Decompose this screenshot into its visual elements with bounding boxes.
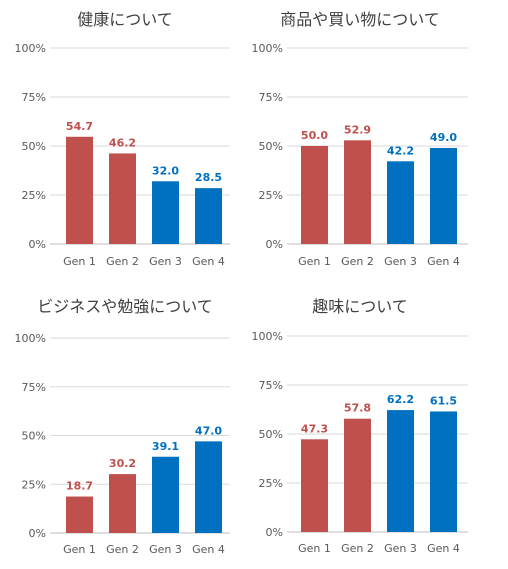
y-tick-label: 50%: [259, 428, 283, 441]
bar: [66, 136, 93, 244]
bar: [152, 456, 179, 533]
data-label: 61.5: [430, 394, 457, 407]
bar: [195, 188, 222, 244]
data-label: 47.3: [301, 422, 328, 435]
x-tick-label: Gen 3: [149, 543, 182, 556]
y-tick-label: 0%: [266, 238, 283, 251]
data-label: 28.5: [195, 171, 222, 184]
data-label: 30.2: [109, 457, 136, 470]
y-tick-label: 0%: [29, 527, 46, 540]
bar: [387, 161, 414, 244]
data-label: 47.0: [195, 424, 222, 437]
bar: [387, 410, 414, 532]
x-tick-label: Gen 4: [427, 542, 460, 555]
y-tick-label: 100%: [15, 332, 46, 345]
y-tick-label: 100%: [252, 42, 283, 55]
data-label: 32.0: [152, 164, 179, 177]
bar: [195, 441, 222, 533]
bar: [344, 140, 371, 244]
x-tick-label: Gen 3: [149, 255, 182, 268]
y-tick-label: 50%: [22, 430, 46, 443]
data-label: 52.9: [344, 123, 371, 136]
bar: [301, 146, 328, 244]
chart-panel-1: 健康について 0% 25% 50% 75% 100% 54.7 Gen 1 46.2 Gen 2 3…: [15, 10, 230, 268]
y-tick-label: 50%: [259, 140, 283, 153]
data-label: 46.2: [109, 136, 136, 149]
x-tick-label: Gen 4: [192, 255, 225, 268]
x-tick-label: Gen 1: [63, 255, 96, 268]
y-tick-label: 100%: [252, 330, 283, 343]
x-tick-label: Gen 1: [298, 542, 331, 555]
bar: [301, 439, 328, 532]
bar: [66, 496, 93, 533]
data-label: 54.7: [66, 120, 93, 133]
x-tick-label: Gen 3: [384, 255, 417, 268]
chart-title: 健康について: [77, 10, 173, 29]
chart-panel-2: 商品や買い物について 0% 25% 50% 75% 100% 50.0 Gen 1 52.9 Ge…: [252, 10, 468, 268]
bar: [430, 411, 457, 532]
y-tick-label: 25%: [259, 477, 283, 490]
y-tick-label: 0%: [266, 526, 283, 539]
chart-title: 商品や買い物について: [280, 10, 440, 29]
y-tick-label: 75%: [22, 91, 46, 104]
y-tick-label: 100%: [15, 42, 46, 55]
data-label: 42.2: [387, 144, 414, 157]
data-label: 39.1: [152, 440, 179, 453]
x-tick-label: Gen 4: [427, 255, 460, 268]
x-tick-label: Gen 2: [106, 543, 139, 556]
y-tick-label: 25%: [22, 478, 46, 491]
y-tick-label: 75%: [259, 91, 283, 104]
x-tick-label: Gen 1: [298, 255, 331, 268]
bar: [109, 153, 136, 244]
bar: [430, 147, 457, 244]
chart-panel-4: 趣味について 0% 25% 50% 75% 100% 47.3 Gen 1 57.8 Gen 2 6…: [252, 297, 468, 555]
data-label: 49.0: [430, 131, 457, 144]
x-tick-label: Gen 2: [341, 255, 374, 268]
chart-title: ビジネスや勉強について: [37, 297, 213, 316]
x-tick-label: Gen 4: [192, 543, 225, 556]
x-tick-label: Gen 3: [384, 542, 417, 555]
data-label: 18.7: [66, 480, 93, 493]
data-label: 62.2: [387, 393, 414, 406]
chart-panel-3: ビジネスや勉強について 0% 25% 50% 75% 100% 18.7 Gen 1 30.2 G…: [15, 297, 230, 556]
data-label: 50.0: [301, 129, 328, 142]
y-tick-label: 25%: [22, 189, 46, 202]
bar: [344, 418, 371, 532]
x-tick-label: Gen 2: [106, 255, 139, 268]
y-tick-label: 50%: [22, 140, 46, 153]
chart-title: 趣味について: [312, 297, 408, 316]
y-tick-label: 75%: [259, 379, 283, 392]
x-tick-label: Gen 1: [63, 543, 96, 556]
x-tick-label: Gen 2: [341, 542, 374, 555]
data-label: 57.8: [344, 402, 371, 415]
y-tick-label: 25%: [259, 189, 283, 202]
bar: [109, 474, 136, 533]
y-tick-label: 75%: [22, 381, 46, 394]
bar: [152, 181, 179, 244]
y-tick-label: 0%: [29, 238, 46, 251]
